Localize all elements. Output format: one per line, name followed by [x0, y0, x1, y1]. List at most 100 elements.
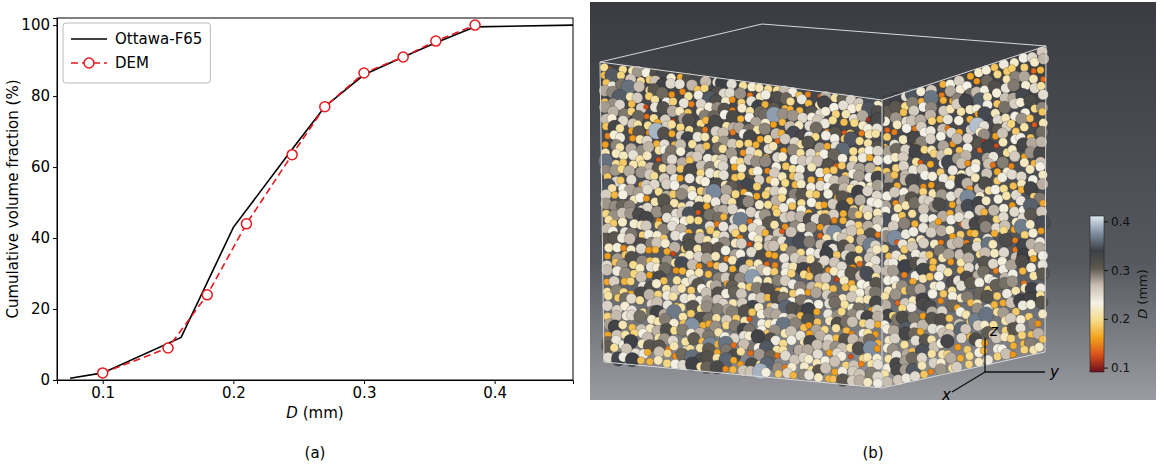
particle	[641, 220, 652, 231]
particle	[863, 378, 872, 387]
particle	[865, 319, 876, 330]
particle	[1026, 300, 1036, 310]
particle	[957, 107, 966, 116]
cube-edge	[600, 62, 604, 362]
legend-label: DEM	[115, 54, 149, 72]
particle	[855, 245, 863, 253]
tick: 40	[31, 229, 57, 247]
particle	[993, 268, 999, 274]
particles	[598, 46, 1050, 388]
particle	[1007, 120, 1015, 128]
particle	[1038, 89, 1048, 99]
colorbar-tick	[1104, 221, 1108, 222]
particle	[765, 251, 772, 258]
particle	[735, 140, 743, 148]
particle	[781, 179, 789, 187]
data-point	[241, 219, 251, 229]
particle	[981, 290, 994, 303]
particle	[739, 224, 748, 233]
particle	[855, 211, 863, 219]
particle	[790, 372, 797, 379]
particle	[618, 190, 628, 200]
particle	[734, 88, 746, 100]
tick: 0.3	[353, 380, 377, 402]
particle	[671, 251, 676, 256]
particle	[831, 217, 837, 223]
particle	[701, 133, 710, 142]
particle	[652, 279, 661, 288]
particle	[940, 334, 954, 348]
particle	[626, 175, 636, 185]
particle	[997, 128, 1008, 139]
particle	[675, 188, 687, 200]
plot-frame	[57, 18, 573, 380]
particle	[666, 164, 677, 175]
particle	[642, 184, 652, 194]
particle	[703, 142, 711, 150]
particle	[874, 321, 881, 328]
particle	[737, 103, 746, 112]
particle	[646, 272, 653, 279]
particle	[807, 163, 816, 172]
particle	[768, 240, 779, 251]
particle	[729, 366, 736, 373]
particle	[771, 252, 778, 259]
particle	[759, 155, 771, 167]
data-point	[287, 150, 297, 160]
particle	[679, 267, 686, 274]
particle	[954, 116, 964, 126]
particle	[718, 262, 728, 272]
particle	[927, 350, 936, 359]
particle	[644, 349, 651, 356]
particle	[890, 288, 902, 300]
cube-edge	[882, 100, 883, 388]
particle	[804, 370, 814, 380]
particle	[805, 272, 813, 280]
particle	[762, 191, 770, 199]
tick: 100	[21, 16, 57, 34]
particle	[917, 361, 926, 370]
data-point	[98, 368, 108, 378]
tick-label: 0.2	[222, 384, 246, 402]
particle	[814, 373, 823, 382]
particle	[982, 196, 991, 205]
particle	[954, 344, 961, 351]
particle	[628, 100, 636, 108]
particle	[949, 201, 956, 208]
legend-marker	[84, 58, 94, 68]
particle	[963, 252, 975, 264]
particle	[980, 209, 987, 216]
tick-label: 0	[40, 371, 50, 389]
particle	[1035, 162, 1045, 172]
particle	[668, 91, 675, 98]
particle	[934, 271, 944, 281]
tick: 80	[31, 87, 57, 105]
particle	[919, 213, 929, 223]
particle	[1009, 151, 1020, 162]
particle	[652, 246, 659, 253]
colorbar	[1090, 216, 1104, 372]
panel-label: (a)	[305, 444, 326, 462]
particle	[838, 162, 846, 170]
particle	[993, 292, 1001, 300]
particle	[908, 105, 919, 116]
particle	[940, 97, 947, 104]
particle	[1026, 263, 1036, 273]
tick: 20	[31, 300, 57, 318]
particle	[872, 245, 881, 254]
particle	[832, 324, 841, 333]
particle	[874, 345, 881, 352]
particle	[668, 130, 675, 137]
particle	[772, 262, 778, 268]
particle	[774, 353, 780, 359]
panel-a: 0.10.20.30.4020406080100D (mm)Cumulative…	[4, 16, 574, 462]
particle	[707, 261, 713, 267]
particle	[866, 117, 871, 122]
particle	[925, 134, 936, 145]
particle	[926, 227, 937, 238]
particle	[604, 292, 613, 301]
particle	[928, 182, 935, 189]
colorbar-tick	[1104, 270, 1108, 271]
particle	[645, 247, 652, 254]
colorbar-tick	[1104, 368, 1108, 369]
